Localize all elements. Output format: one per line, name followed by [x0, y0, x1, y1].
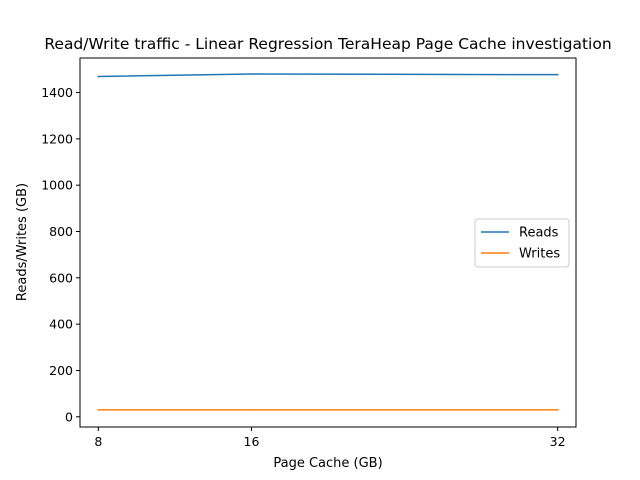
x-tick-label: 16 — [244, 434, 260, 449]
y-tick-label: 400 — [49, 317, 73, 332]
legend-entries: Reads Writes — [481, 226, 560, 262]
data-point-reads — [556, 73, 559, 76]
y-axis: 0 200 400 600 800 1000 1200 1400 — [41, 85, 80, 424]
x-axis-label: Page Cache (GB) — [273, 456, 382, 471]
y-tick-label: 1400 — [41, 85, 73, 100]
legend-label-writes: Writes — [519, 247, 560, 262]
y-tick-label: 0 — [65, 409, 73, 424]
y-tick-label: 1200 — [41, 131, 73, 146]
data-point-writes — [250, 409, 253, 411]
series-layer — [97, 73, 559, 411]
data-point-reads — [250, 73, 253, 75]
legend-label-reads: Reads — [519, 226, 559, 241]
y-tick-label: 600 — [49, 270, 73, 285]
legend: Reads Writes — [474, 218, 570, 268]
x-axis: 8 16 32 — [94, 427, 566, 449]
y-tick-label: 200 — [49, 363, 73, 378]
chart-title: Read/Write traffic - Linear Regression T… — [44, 35, 611, 53]
y-axis-label: Reads/Writes (GB) — [15, 183, 30, 301]
legend-frame — [474, 218, 570, 268]
x-tick-label: 8 — [94, 434, 102, 449]
data-point-reads — [97, 75, 100, 78]
y-tick-label: 800 — [49, 224, 73, 239]
data-point-writes — [97, 409, 100, 411]
data-point-writes — [556, 409, 559, 411]
x-tick-label: 32 — [550, 434, 566, 449]
y-tick-label: 1000 — [41, 178, 73, 193]
plot-area — [79, 57, 577, 428]
